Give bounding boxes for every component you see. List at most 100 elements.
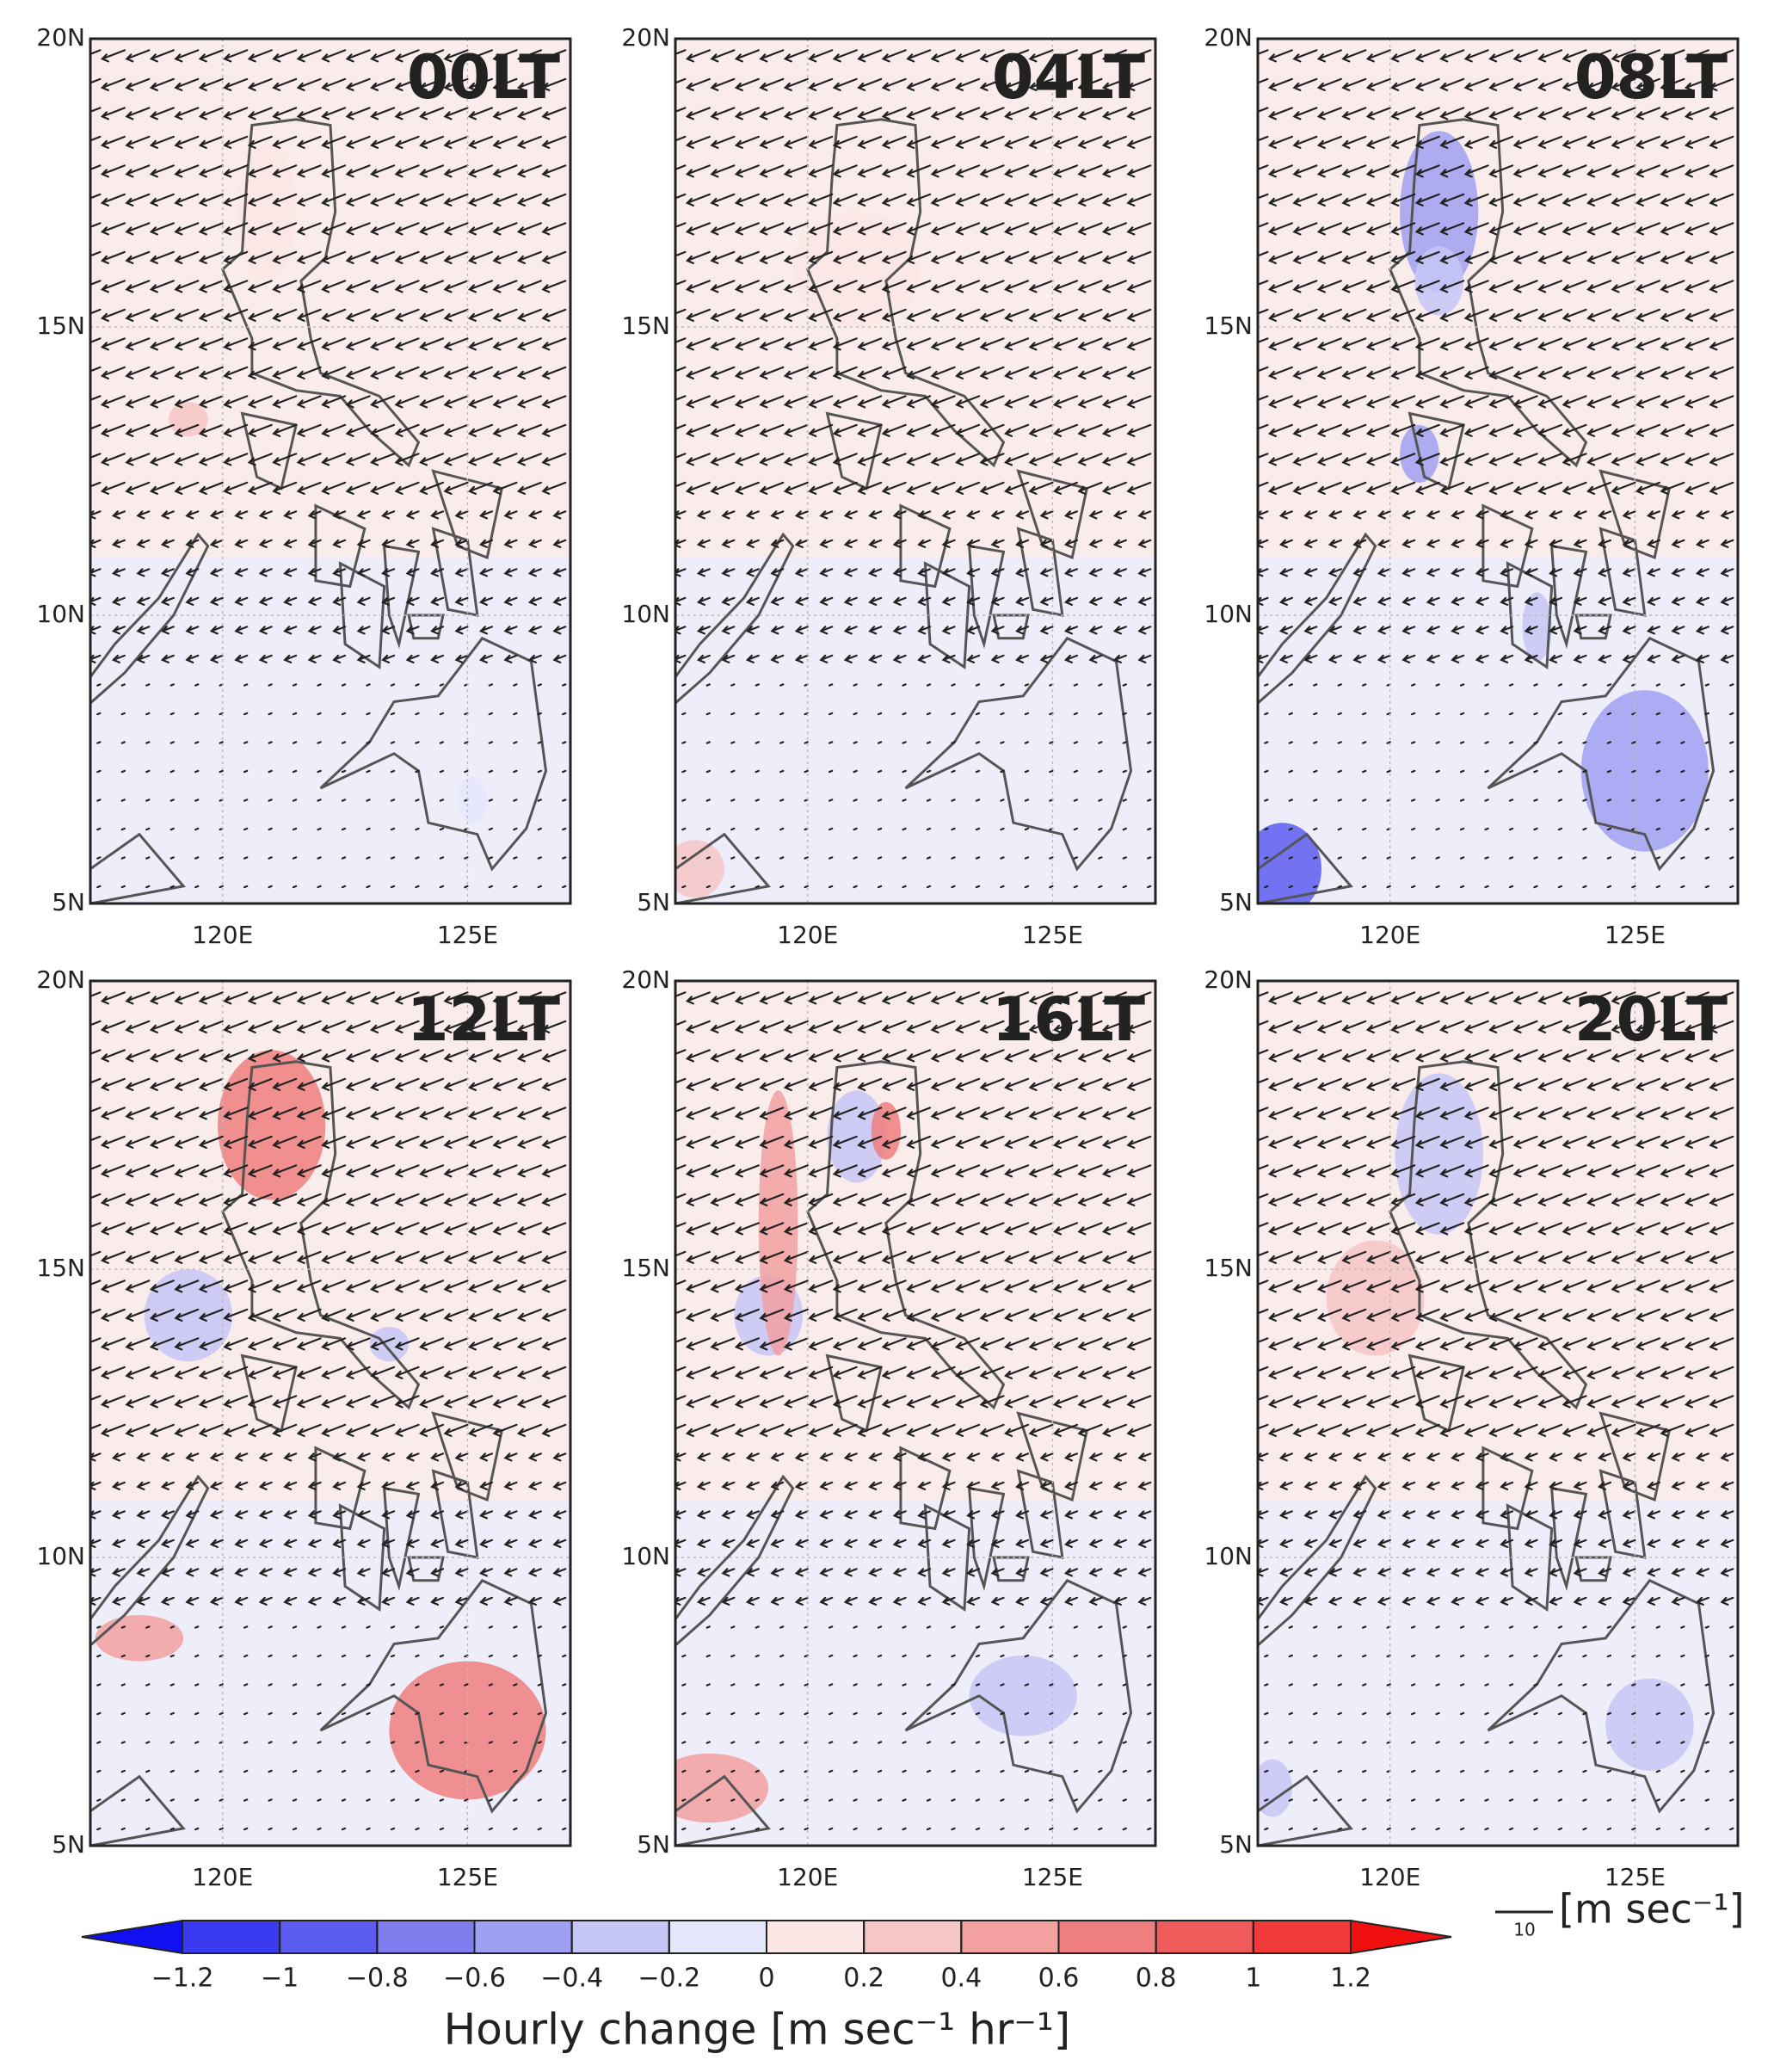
- coastline: [805, 118, 1006, 468]
- colorbar-tick-label: −0.8: [346, 1964, 409, 1994]
- coastline: [383, 1486, 421, 1592]
- panel-title: 16LT: [992, 984, 1145, 1055]
- map-panel: 5N 10N 15N 20N 120E 125E 04LT: [621, 23, 1157, 949]
- colorbar-tick-label: −0.6: [443, 1964, 506, 1994]
- lat-tick-label: 5N: [52, 1830, 85, 1859]
- coastline: [319, 636, 548, 872]
- colorbar-bin: [766, 1920, 865, 1954]
- lon-tick-label: 125E: [1605, 921, 1666, 949]
- colorbar-bin: [668, 1920, 767, 1954]
- lon-tick-label: 120E: [1359, 921, 1420, 949]
- panel-title: 04LT: [992, 42, 1145, 113]
- map-panel: 5N 10N 15N 20N 120E 125E 20LT: [1204, 965, 1740, 1891]
- lat-tick-label: 20N: [36, 23, 85, 52]
- coastline: [923, 561, 971, 670]
- anomaly-blob: [1326, 1240, 1425, 1356]
- coastline: [407, 1556, 445, 1582]
- coastline: [90, 832, 187, 903]
- low-lat-field: [675, 558, 1155, 903]
- map-panel: 5N 10N 15N 20N 120E 125E 00LT: [36, 23, 572, 949]
- panel-field: [90, 49, 570, 903]
- wind-vectors: [675, 49, 1152, 889]
- coastline: [220, 1060, 421, 1410]
- wind-vectors: [90, 49, 567, 889]
- lat-tick-label: 15N: [1204, 1254, 1253, 1282]
- coastline: [675, 532, 795, 706]
- colorbar-label: Hourly change [m sec⁻¹ hr⁻¹]: [444, 2005, 1071, 2055]
- lon-tick-label: 120E: [1359, 1863, 1420, 1891]
- wind-vectors: [1258, 49, 1734, 889]
- wind-vectors: [1258, 991, 1734, 1831]
- panel-frame: [89, 979, 572, 1847]
- coastline: [1506, 561, 1554, 670]
- low-lat-field: [90, 558, 570, 903]
- anomaly-blob: [144, 1269, 233, 1362]
- colorbar-bin: [863, 1920, 963, 1954]
- coastline: [1487, 1578, 1715, 1814]
- lat-tick-label: 10N: [36, 1542, 85, 1570]
- lat-tick-label: 5N: [637, 888, 670, 916]
- map-panel: 5N 10N 15N 20N 120E 125E 12LT: [36, 965, 572, 1891]
- colorbar-tick-label: 0.2: [843, 1964, 884, 1994]
- colorbar-tick-label: 0.6: [1038, 1964, 1080, 1994]
- colorbar-tick-label: −1: [261, 1964, 299, 1994]
- coastline: [220, 118, 421, 468]
- panel-title: 20LT: [1574, 984, 1728, 1055]
- panel-frame: [674, 37, 1157, 905]
- lat-tick-label: 20N: [36, 965, 85, 994]
- colorbar-tick-label: −0.4: [540, 1964, 603, 1994]
- anomaly-blob: [969, 1655, 1077, 1736]
- panel-frame: [1256, 979, 1740, 1847]
- lat-tick-label: 20N: [1204, 965, 1253, 994]
- lat-tick-label: 10N: [621, 600, 670, 628]
- panel-frame: [89, 37, 572, 905]
- colorbar-extend-low: [81, 1919, 183, 1955]
- coastline: [1258, 532, 1377, 706]
- lat-tick-label: 5N: [52, 888, 85, 916]
- coastline: [338, 561, 386, 670]
- coastline: [1574, 614, 1612, 640]
- lon-tick-label: 125E: [1022, 1863, 1083, 1891]
- anomaly-blob: [458, 776, 488, 823]
- coastline: [1598, 1411, 1672, 1502]
- colorbar-bin: [376, 1920, 476, 1954]
- anomaly-blob: [675, 840, 724, 898]
- coastline: [1481, 1446, 1534, 1531]
- coastline: [1550, 1486, 1588, 1592]
- anomaly-blob: [1580, 690, 1709, 852]
- coastline: [992, 614, 1030, 640]
- colorbar-tick-label: 0.8: [1136, 1964, 1177, 1994]
- coastline: [1598, 469, 1672, 560]
- coastline: [675, 1774, 772, 1846]
- lat-tick-label: 10N: [36, 600, 85, 628]
- colorbar-bin: [1057, 1920, 1157, 1954]
- panel-title: 08LT: [1574, 42, 1728, 113]
- colorbar-bin: [473, 1920, 573, 1954]
- wind-vectors: [90, 991, 567, 1831]
- lat-tick-label: 20N: [621, 23, 670, 52]
- coastline: [1388, 118, 1588, 468]
- lat-tick-label: 5N: [1219, 1830, 1253, 1859]
- colorbar-tick-label: 0.4: [940, 1964, 982, 1994]
- coastline: [407, 614, 445, 640]
- colorbar-tick-label: 0: [758, 1964, 774, 1994]
- coastline: [904, 636, 1133, 872]
- lat-tick-label: 10N: [1204, 1542, 1253, 1570]
- lon-tick-label: 125E: [1605, 1863, 1666, 1891]
- anomaly-blob: [369, 1327, 410, 1362]
- map-panel: 5N 10N 15N 20N 120E 125E 16LT: [621, 965, 1157, 1891]
- lon-tick-label: 120E: [192, 921, 253, 949]
- coastline: [675, 1474, 795, 1648]
- coastline: [1016, 1411, 1089, 1502]
- coastline: [1258, 1474, 1377, 1648]
- panel-title: 00LT: [407, 42, 560, 113]
- coastline: [431, 469, 504, 560]
- colorbar-bin: [960, 1920, 1060, 1954]
- coastline: [1388, 1060, 1588, 1410]
- panel-title: 12LT: [407, 984, 560, 1055]
- colorbar-tick-label: −1.2: [151, 1964, 214, 1994]
- anomaly-blob: [1258, 1759, 1292, 1817]
- anomaly-blob: [95, 1615, 184, 1662]
- colorbar-tick-label: 1.2: [1330, 1964, 1371, 1994]
